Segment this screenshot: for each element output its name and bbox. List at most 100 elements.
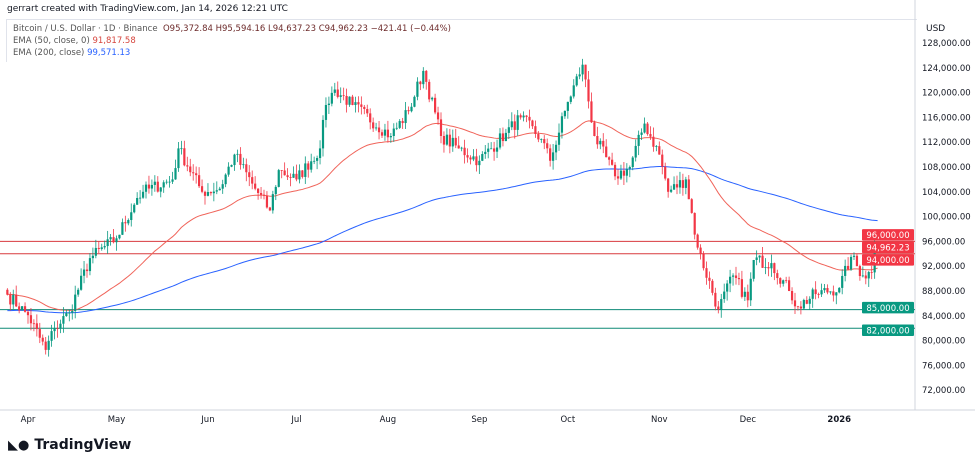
x-tick-label: Sep (471, 415, 487, 425)
candle-body (563, 110, 566, 117)
candle (652, 127, 655, 152)
candle-body (91, 255, 94, 259)
candle (274, 185, 277, 201)
candle-body (705, 268, 708, 278)
candle (596, 126, 599, 149)
candle-body (785, 280, 788, 282)
candle-body (192, 172, 195, 174)
candle (552, 144, 555, 170)
candle (575, 73, 578, 87)
candle (206, 183, 210, 197)
candle (779, 277, 782, 288)
candle-body (383, 129, 387, 136)
candle (156, 176, 159, 193)
candle-body (53, 328, 56, 332)
ema200-legend[interactable]: EMA (200, close) 99,571.13 (13, 48, 130, 58)
candle-body (858, 266, 861, 277)
candle (439, 112, 443, 144)
candle-body (233, 154, 236, 166)
candle-body (799, 306, 802, 309)
currency-label: USD (926, 24, 945, 34)
candle-body (602, 140, 605, 147)
candle-body (643, 123, 646, 133)
candle-body (321, 119, 325, 149)
y-tick-label: 120,000.00 (922, 89, 971, 99)
candle (637, 130, 640, 156)
candle-body (616, 176, 620, 179)
level-label-96000-box (862, 229, 914, 241)
candle-body (737, 277, 741, 280)
candle (192, 164, 195, 181)
candle-body (147, 184, 151, 189)
y-tick-label: 112,000.00 (922, 138, 971, 148)
candle-body (720, 299, 723, 310)
candle (519, 113, 522, 120)
candle (599, 138, 602, 150)
level-label-96000: 96,000.00 (866, 231, 909, 241)
candle-body (118, 234, 121, 239)
candle (658, 141, 661, 155)
candle (549, 144, 552, 167)
ema50-legend[interactable]: EMA (50, close, 0) 91,817.58 (13, 36, 136, 46)
candle (189, 158, 192, 177)
candle (139, 190, 142, 204)
candle-body (23, 306, 27, 312)
candle (495, 139, 499, 158)
candle (729, 269, 732, 293)
candle-body (295, 173, 298, 180)
candle-body (330, 92, 333, 104)
candle (743, 287, 746, 301)
candle (655, 144, 658, 152)
candle-body (410, 106, 413, 112)
candle-body (587, 79, 590, 102)
candle-body (608, 157, 611, 160)
candle (516, 109, 519, 136)
candle-body (504, 132, 507, 142)
candle (445, 128, 448, 146)
candle (419, 80, 422, 91)
candle-body (764, 267, 767, 268)
candle (672, 176, 676, 190)
candle (100, 243, 103, 251)
candle-body (495, 147, 499, 152)
candle (587, 70, 590, 109)
candle (171, 171, 174, 184)
candle (47, 335, 50, 357)
candle-body (664, 166, 667, 179)
candle-body (227, 166, 230, 175)
candle-body (392, 128, 395, 136)
candle-body (767, 267, 770, 269)
candle-body (336, 89, 339, 97)
candle-body (21, 306, 24, 311)
candle (442, 131, 446, 153)
candle (844, 259, 847, 282)
candle-body (790, 291, 794, 301)
candle-body (65, 313, 68, 317)
candle (785, 276, 788, 284)
candle (675, 175, 679, 195)
candle-body (159, 187, 162, 192)
y-tick-label: 96,000.00 (922, 237, 965, 247)
candle (124, 215, 127, 232)
candle (44, 336, 47, 355)
candle-body (525, 115, 528, 117)
candle (32, 319, 35, 332)
candle-body (372, 122, 375, 129)
candle (678, 171, 682, 194)
candle (212, 182, 215, 202)
candle-body (274, 186, 277, 195)
candle-body (94, 247, 97, 256)
candle-body (351, 96, 354, 105)
candle (540, 138, 543, 143)
symbol-label[interactable]: Bitcoin / U.S. Dollar · 1D · Binance (13, 24, 158, 34)
candle-body (12, 294, 15, 305)
candle-body (838, 287, 841, 293)
candle (321, 115, 325, 157)
candle-body (752, 260, 755, 279)
candle-body (554, 144, 558, 153)
tradingview-logo-icon: ◣● (8, 437, 30, 453)
candle (327, 96, 330, 115)
ema200-value: 99,571.13 (87, 48, 131, 58)
